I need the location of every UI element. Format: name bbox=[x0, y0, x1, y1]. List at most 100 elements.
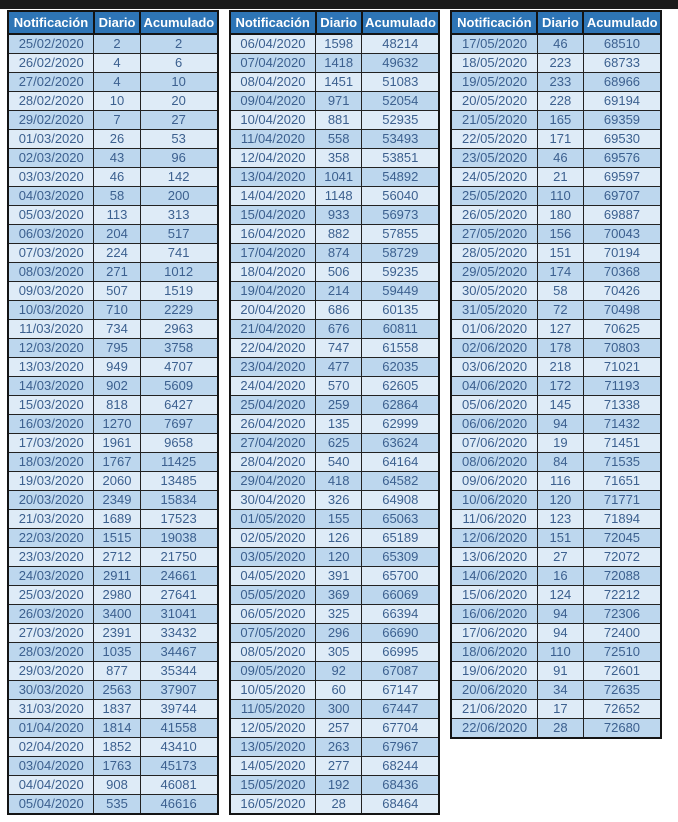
daily-cell: 180 bbox=[536, 205, 584, 225]
table-row: 02/06/2020 178 70803 bbox=[450, 338, 662, 358]
date-cell: 11/03/2020 bbox=[7, 319, 95, 339]
cumulative-cell: 70043 bbox=[582, 224, 662, 244]
table-row: 22/05/2020 171 69530 bbox=[450, 129, 662, 149]
daily-cell: 1515 bbox=[93, 528, 141, 548]
cumulative-cell: 58729 bbox=[361, 243, 440, 263]
daily-cell: 224 bbox=[93, 243, 141, 263]
cumulative-cell: 65063 bbox=[361, 509, 440, 529]
date-cell: 31/05/2020 bbox=[450, 300, 538, 320]
table-row: 14/05/2020 277 68244 bbox=[229, 756, 440, 776]
date-cell: 19/03/2020 bbox=[7, 471, 95, 491]
date-cell: 05/04/2020 bbox=[7, 794, 95, 815]
daily-cell: 369 bbox=[315, 585, 363, 605]
daily-cell: 3400 bbox=[93, 604, 141, 624]
daily-cell: 676 bbox=[315, 319, 363, 339]
daily-cell: 259 bbox=[315, 395, 363, 415]
daily-cell: 1961 bbox=[93, 433, 141, 453]
cumulative-cell: 37907 bbox=[139, 680, 219, 700]
cumulative-cell: 71651 bbox=[582, 471, 662, 491]
daily-cell: 94 bbox=[536, 623, 584, 643]
date-cell: 27/02/2020 bbox=[7, 72, 95, 92]
daily-cell: 902 bbox=[93, 376, 141, 396]
daily-cell: 58 bbox=[93, 186, 141, 206]
cumulative-cell: 56973 bbox=[361, 205, 440, 225]
daily-cell: 326 bbox=[315, 490, 363, 510]
date-cell: 25/05/2020 bbox=[450, 186, 538, 206]
table-row: 21/05/2020 165 69359 bbox=[450, 110, 662, 130]
date-cell: 18/05/2020 bbox=[450, 53, 538, 73]
daily-cell: 305 bbox=[315, 642, 363, 662]
date-cell: 03/06/2020 bbox=[450, 357, 538, 377]
notification-table-3: Notificación Diario Acumulado 17/05/2020… bbox=[450, 10, 663, 739]
cumulative-cell: 6 bbox=[139, 53, 219, 73]
date-cell: 18/04/2020 bbox=[229, 262, 317, 282]
table-row: 25/04/2020 259 62864 bbox=[229, 395, 440, 415]
window-top-edge bbox=[0, 0, 678, 9]
date-cell: 02/04/2020 bbox=[7, 737, 95, 757]
table-row: 17/04/2020 874 58729 bbox=[229, 243, 440, 263]
date-cell: 27/05/2020 bbox=[450, 224, 538, 244]
cumulative-cell: 69597 bbox=[582, 167, 662, 187]
table-row: 13/04/2020 1041 54892 bbox=[229, 167, 440, 187]
date-cell: 25/03/2020 bbox=[7, 585, 95, 605]
table-row: 03/03/2020 46 142 bbox=[7, 167, 219, 187]
date-cell: 19/05/2020 bbox=[450, 72, 538, 92]
date-cell: 14/05/2020 bbox=[229, 756, 317, 776]
cumulative-cell: 69887 bbox=[582, 205, 662, 225]
table-row: 27/05/2020 156 70043 bbox=[450, 224, 662, 244]
daily-cell: 2 bbox=[93, 33, 141, 54]
date-cell: 07/03/2020 bbox=[7, 243, 95, 263]
cumulative-cell: 69530 bbox=[582, 129, 662, 149]
date-cell: 13/04/2020 bbox=[229, 167, 317, 187]
date-cell: 11/06/2020 bbox=[450, 509, 538, 529]
table-row: 26/05/2020 180 69887 bbox=[450, 205, 662, 225]
daily-cell: 19 bbox=[536, 433, 584, 453]
date-cell: 10/05/2020 bbox=[229, 680, 317, 700]
cumulative-cell: 43410 bbox=[139, 737, 219, 757]
daily-cell: 881 bbox=[315, 110, 363, 130]
table-row: 02/03/2020 43 96 bbox=[7, 148, 219, 168]
daily-cell: 882 bbox=[315, 224, 363, 244]
table-row: 04/05/2020 391 65700 bbox=[229, 566, 440, 586]
cumulative-cell: 10 bbox=[139, 72, 219, 92]
date-cell: 04/06/2020 bbox=[450, 376, 538, 396]
cumulative-cell: 33432 bbox=[139, 623, 219, 643]
table-row: 08/06/2020 84 71535 bbox=[450, 452, 662, 472]
table-row: 26/04/2020 135 62999 bbox=[229, 414, 440, 434]
cumulative-cell: 66995 bbox=[361, 642, 440, 662]
daily-cell: 1814 bbox=[93, 718, 141, 738]
date-cell: 12/03/2020 bbox=[7, 338, 95, 358]
cumulative-cell: 2 bbox=[139, 33, 219, 54]
daily-cell: 113 bbox=[93, 205, 141, 225]
daily-cell: 28 bbox=[315, 794, 363, 815]
daily-cell: 94 bbox=[536, 414, 584, 434]
table-row: 08/03/2020 271 1012 bbox=[7, 262, 219, 282]
daily-cell: 135 bbox=[315, 414, 363, 434]
cumulative-cell: 57855 bbox=[361, 224, 440, 244]
table-row: 23/03/2020 2712 21750 bbox=[7, 547, 219, 567]
date-cell: 08/05/2020 bbox=[229, 642, 317, 662]
date-cell: 23/04/2020 bbox=[229, 357, 317, 377]
cumulative-cell: 72652 bbox=[582, 699, 662, 719]
table-row: 22/03/2020 1515 19038 bbox=[7, 528, 219, 548]
table-row: 03/04/2020 1763 45173 bbox=[7, 756, 219, 776]
table-row: 28/05/2020 151 70194 bbox=[450, 243, 662, 263]
date-cell: 07/06/2020 bbox=[450, 433, 538, 453]
cumulative-cell: 2229 bbox=[139, 300, 219, 320]
table-row: 31/03/2020 1837 39744 bbox=[7, 699, 219, 719]
date-cell: 10/04/2020 bbox=[229, 110, 317, 130]
date-cell: 22/06/2020 bbox=[450, 718, 538, 739]
cumulative-cell: 72601 bbox=[582, 661, 662, 681]
table-row: 05/06/2020 145 71338 bbox=[450, 395, 662, 415]
cumulative-cell: 66690 bbox=[361, 623, 440, 643]
date-cell: 21/03/2020 bbox=[7, 509, 95, 529]
date-cell: 20/06/2020 bbox=[450, 680, 538, 700]
daily-cell: 204 bbox=[93, 224, 141, 244]
cumulative-cell: 46616 bbox=[139, 794, 219, 815]
daily-cell: 4 bbox=[93, 53, 141, 73]
daily-cell: 145 bbox=[536, 395, 584, 415]
daily-cell: 124 bbox=[536, 585, 584, 605]
cumulative-cell: 39744 bbox=[139, 699, 219, 719]
date-cell: 17/05/2020 bbox=[450, 33, 538, 54]
